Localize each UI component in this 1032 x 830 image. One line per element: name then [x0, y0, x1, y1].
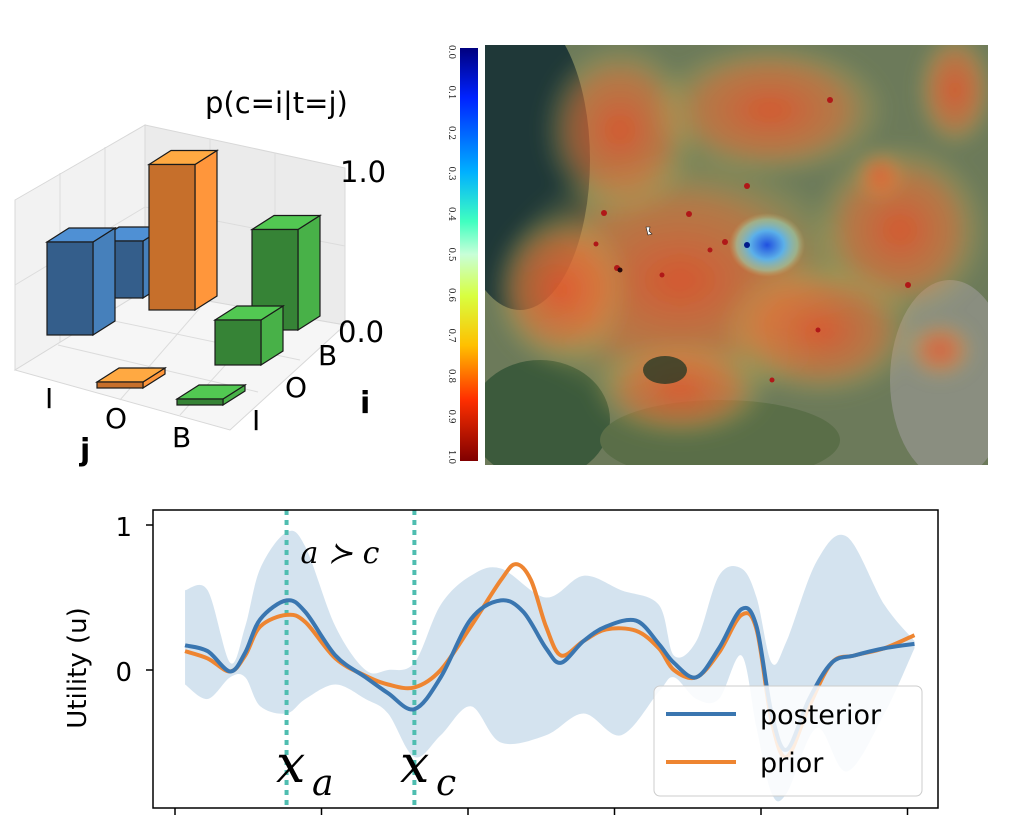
- line-legend: posterior prior: [653, 685, 923, 797]
- marker-c-x: x: [400, 735, 429, 795]
- ytick-label-1: 1: [115, 513, 132, 543]
- marker-a-sub: a: [312, 763, 333, 804]
- colorbar-tick-label: 0.7: [446, 328, 456, 343]
- line-ylabel: Utility (u): [63, 607, 93, 729]
- colorbar-tick-label: 1.0: [446, 450, 456, 465]
- bar3d-xlabel: j: [79, 433, 90, 468]
- bar3d-bar-O-I: [94, 366, 168, 390]
- bar3d-bars: [44, 149, 323, 407]
- bar3d-ytick-I: I: [252, 404, 260, 437]
- bar3d-ytick-O: O: [285, 371, 307, 404]
- uncertainty-band: [185, 530, 915, 802]
- line-x-ticks: [174, 808, 909, 815]
- bar3d-bar-B-I: [174, 383, 248, 407]
- heatmap-map: [485, 45, 988, 465]
- legend-posterior-label: posterior: [760, 700, 882, 731]
- bar3d-ztick-max: 1.0: [340, 155, 386, 189]
- utility-line-chart: 1 0 Utility (u) a ≻ c x a x c posterior …: [63, 509, 939, 815]
- marker-a-x: x: [276, 735, 305, 795]
- marker-c-sub: c: [436, 763, 456, 804]
- colorbar-tick-label: 0.8: [446, 369, 456, 384]
- bar3d-bar-O-B: [146, 149, 220, 312]
- bar3d-chart: p(c=i|t=j) 1.0 0.0 I O B I O B j i: [13, 86, 386, 468]
- bar3d-ztick-min: 0.0: [338, 315, 384, 349]
- ytick-label-0: 0: [115, 658, 132, 688]
- bar3d-xtick-B: B: [172, 421, 191, 454]
- heatmap-chart: 0.0 0.1 0.2 0.3 0.4 0.5 0.6 0.7 0.8 0.9 1.0: [446, 45, 988, 465]
- marker-label-a: x a: [276, 735, 333, 804]
- colorbar-tick-label: 0.4: [446, 207, 456, 222]
- colorbar-tick-label: 0.5: [446, 247, 456, 262]
- bar3d-title: p(c=i|t=j): [205, 86, 348, 120]
- bar3d-bar-I-I: [44, 226, 118, 337]
- colorbar-tick-label: 0.2: [446, 126, 456, 140]
- colorbar-tick-label: 0.3: [446, 166, 456, 181]
- heatmap-colorbar-ticks: 0.0 0.1 0.2 0.3 0.4 0.5 0.6 0.7 0.8 0.9 1.0: [446, 45, 456, 465]
- colorbar-tick-label: 0.0: [446, 45, 456, 60]
- marker-label-c: x c: [400, 735, 456, 804]
- bar3d-bar-B-B: [249, 214, 323, 332]
- annotation-preference: a ≻ c: [301, 536, 380, 571]
- bar3d-ytick-B: B: [318, 339, 337, 372]
- bar3d-xtick-O: O: [105, 402, 127, 435]
- colorbar-tick-label: 0.9: [446, 409, 456, 424]
- colorbar-tick-label: 0.1: [446, 85, 456, 99]
- heatmap-colorbar: [460, 48, 478, 461]
- bar3d-xtick-I: I: [45, 382, 53, 415]
- bar3d-ylabel: i: [360, 386, 370, 421]
- bar3d-bar-B-O: [212, 304, 286, 367]
- colorbar-tick-label: 0.6: [446, 288, 456, 303]
- legend-prior-label: prior: [760, 748, 824, 779]
- line-plot-frame: [152, 509, 939, 809]
